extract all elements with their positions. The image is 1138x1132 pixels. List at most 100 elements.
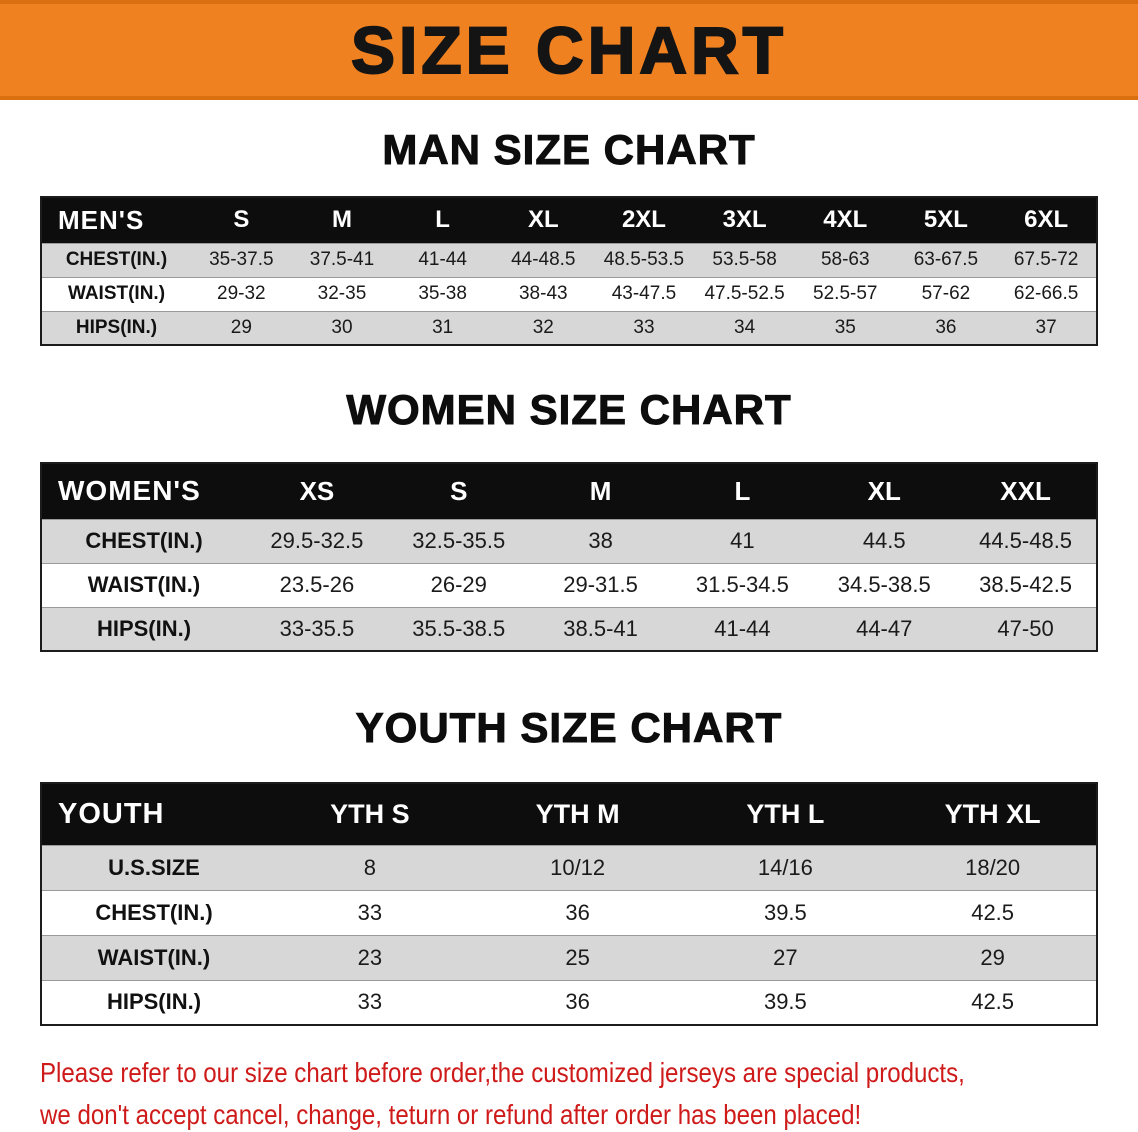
size-value: 29-32	[217, 283, 266, 304]
size-column-header: XS	[246, 463, 388, 519]
table-row: HIPS(IN.) 29 30 31 32 33 34 35 36 37	[41, 311, 1097, 345]
men-size-table: MEN'S S M L XL 2XL 3XL 4XL 5XL 6XL CHEST(IN.) 35-37…	[40, 196, 1098, 346]
youth-size-table: YOUTH YTH S YTH M YTH L YTH XL U.S.SIZE 8 10/12…	[40, 782, 1098, 1026]
size-value: 44.5-48.5	[979, 528, 1073, 553]
size-value: 35	[834, 316, 856, 338]
size-value: 41	[730, 528, 755, 553]
women-header-row: WOMEN'S XS S M L XL XXL	[41, 463, 1097, 519]
size-value: 42.5	[971, 899, 1015, 925]
size-value: 23.5-26	[279, 572, 355, 597]
row-label: WAIST(IN.)	[87, 572, 201, 597]
men-table-title: MEN'S	[41, 197, 191, 243]
size-value: 25	[565, 944, 590, 970]
size-value: 37.5-41	[309, 249, 375, 270]
size-value: 33	[357, 989, 383, 1015]
size-value: 31	[432, 316, 454, 338]
size-column-header: YTH M	[473, 783, 682, 845]
size-value: 14/16	[757, 854, 813, 880]
size-column-header: 4XL	[794, 197, 896, 243]
size-value: 44-47	[856, 615, 913, 641]
order-note: Please refer to our size chart before or…	[40, 1052, 984, 1132]
size-column-header: 5XL	[895, 197, 997, 243]
size-value: 32	[532, 316, 554, 338]
women-section-heading: WOMEN SIZE CHART	[346, 386, 792, 434]
size-value: 34	[734, 316, 756, 338]
size-value: 29-31.5	[563, 572, 638, 597]
size-value: 41-44	[714, 615, 771, 641]
row-label: CHEST(IN.)	[65, 249, 168, 270]
table-row: U.S.SIZE 8 10/12 14/16 18/20	[41, 845, 1097, 890]
size-value: 29	[980, 944, 1005, 970]
order-note-line2: we don't accept cancel, change, teturn o…	[40, 1099, 862, 1130]
women-size-table: WOMEN'S XS S M L XL XXL CHEST(IN.) 29.5-32.5 32.5…	[40, 462, 1098, 652]
row-label: HIPS(IN.)	[106, 989, 202, 1015]
size-value: 38-43	[518, 283, 568, 304]
size-value: 34.5-38.5	[837, 572, 931, 597]
size-value: 23	[357, 944, 383, 970]
size-column-header: S	[191, 197, 292, 243]
size-value: 48.5-53.5	[603, 249, 685, 270]
size-column-header: L	[392, 197, 493, 243]
women-size-section: WOMEN SIZE CHART WOMEN'S XS S M L XL XXL CHEST(…	[0, 386, 1138, 652]
size-column-header: 3XL	[694, 197, 795, 243]
size-value: 52.5-57	[813, 283, 878, 304]
size-column-header: 6XL	[996, 197, 1097, 243]
table-row: CHEST(IN.) 29.5-32.5 32.5-35.5 38 41 44.5 44.5…	[41, 519, 1097, 563]
size-value: 35-38	[418, 283, 467, 304]
youth-size-section: YOUTH SIZE CHART YOUTH YTH S YTH M YTH L YTH…	[0, 704, 1138, 1026]
table-row: HIPS(IN.) 33-35.5 35.5-38.5 38.5-41 41-44 44-…	[41, 607, 1097, 651]
size-value: 41-44	[418, 249, 467, 270]
size-value: 57-62	[921, 283, 971, 304]
table-row: WAIST(IN.) 29-32 32-35 35-38 38-43 43-47.5 47.…	[41, 277, 1097, 311]
women-table-title: WOMEN'S	[41, 463, 246, 519]
table-row: CHEST(IN.) 35-37.5 37.5-41 41-44 44-48.5 48.5…	[41, 243, 1097, 277]
size-value: 36	[565, 899, 590, 925]
size-value: 36	[935, 316, 957, 338]
youth-section-heading: YOUTH SIZE CHART	[355, 704, 783, 752]
size-column-header: YTH S	[266, 783, 474, 845]
youth-table-title: YOUTH	[41, 783, 266, 845]
men-header-row: MEN'S S M L XL 2XL 3XL 4XL 5XL 6XL	[41, 197, 1097, 243]
men-section-heading: MAN SIZE CHART	[382, 126, 756, 174]
size-value: 38.5-41	[563, 615, 638, 641]
size-chart-banner: SIZE CHART	[0, 0, 1138, 100]
size-value: 30	[331, 316, 353, 338]
order-note-line1: Please refer to our size chart before or…	[40, 1057, 965, 1088]
size-value: 47.5-52.5	[704, 283, 785, 304]
size-value: 35-37.5	[209, 249, 274, 270]
size-column-header: M	[291, 197, 393, 243]
size-chart-title: SIZE CHART	[350, 13, 787, 87]
table-row: WAIST(IN.) 23.5-26 26-29 29-31.5 31.5-34.5 34…	[41, 563, 1097, 607]
row-label: HIPS(IN.)	[75, 316, 158, 338]
size-value: 43-47.5	[611, 283, 677, 304]
row-label: CHEST(IN.)	[85, 528, 203, 553]
size-value: 37	[1035, 316, 1057, 338]
size-column-header: 2XL	[593, 197, 695, 243]
size-value: 8	[363, 854, 376, 880]
size-value: 44.5	[862, 528, 906, 553]
size-value: 29	[230, 316, 252, 338]
men-size-section: MAN SIZE CHART MEN'S S M L XL 2XL 3XL 4XL 5XL 6XL…	[0, 126, 1138, 346]
size-value: 18/20	[965, 854, 1021, 880]
size-value: 47-50	[997, 615, 1054, 641]
size-column-header: S	[387, 463, 530, 519]
size-value: 33-35.5	[279, 615, 355, 641]
size-value: 38.5-42.5	[979, 572, 1073, 597]
size-value: 42.5	[971, 989, 1015, 1015]
row-label: WAIST(IN.)	[97, 944, 211, 970]
table-row: HIPS(IN.) 33 36 39.5 42.5	[41, 980, 1097, 1025]
size-value: 39.5	[763, 899, 807, 925]
size-value: 58-63	[820, 249, 870, 270]
size-value: 32.5-35.5	[412, 528, 506, 553]
size-value: 53.5-58	[712, 249, 777, 270]
size-value: 33	[357, 899, 383, 925]
table-row: CHEST(IN.) 33 36 39.5 42.5	[41, 890, 1097, 935]
size-column-header: M	[529, 463, 672, 519]
size-value: 63-67.5	[913, 249, 979, 270]
size-value: 36	[565, 989, 590, 1015]
size-column-header: YTH XL	[889, 783, 1097, 845]
size-value: 39.5	[763, 989, 807, 1015]
size-value: 26-29	[430, 572, 487, 597]
size-column-header: XL	[492, 197, 594, 243]
size-column-header: XXL	[955, 463, 1097, 519]
